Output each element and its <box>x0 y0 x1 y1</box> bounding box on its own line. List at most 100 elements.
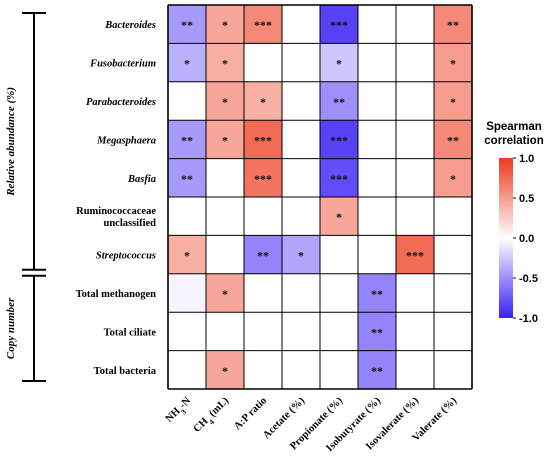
heatmap-cell <box>282 158 320 197</box>
legend-tick-label: -1.0 <box>519 313 538 325</box>
heatmap-cell <box>168 120 206 159</box>
significance-label: *** <box>406 249 424 263</box>
significance-label: *** <box>254 172 272 186</box>
heatmap-cell <box>320 81 358 121</box>
heatmap-cell <box>168 158 206 197</box>
legend-color-bar <box>499 158 513 318</box>
significance-label: ** <box>181 133 193 147</box>
significance-label: * <box>222 364 228 378</box>
significance-label: *** <box>330 172 348 186</box>
heatmap-cell <box>358 350 396 389</box>
legend-tick-label: 0.5 <box>519 193 534 205</box>
significance-label: *** <box>330 133 348 147</box>
heatmap-cell <box>358 235 396 274</box>
heatmap-cell <box>396 197 434 236</box>
heatmap-cell <box>244 81 282 121</box>
heatmap-cell <box>282 43 320 82</box>
significance-label: ** <box>257 249 269 263</box>
row-label: Parabacteroides <box>86 97 156 108</box>
heatmap-cell <box>244 158 282 197</box>
significance-label: * <box>450 172 456 186</box>
heatmap-cell <box>206 81 244 121</box>
heatmap-cell <box>396 81 434 121</box>
heatmap-cell <box>206 120 244 159</box>
heatmap-cell <box>358 273 396 313</box>
significance-label: * <box>184 57 190 71</box>
legend-title: Spearman correlation <box>484 121 543 147</box>
heatmap-cell <box>320 235 358 274</box>
heatmap-cell <box>320 43 358 82</box>
significance-label: *** <box>254 133 272 147</box>
heatmap-cell <box>358 81 396 121</box>
heatmap-cell <box>282 273 320 313</box>
heatmap-cell <box>358 43 396 82</box>
heatmap-cell <box>168 312 206 351</box>
significance-label: * <box>222 57 228 71</box>
significance-label: *** <box>330 18 348 32</box>
significance-label: * <box>336 210 342 224</box>
significance-label: * <box>222 287 228 301</box>
heatmap-cell <box>244 197 282 236</box>
heatmap-cell <box>434 81 472 121</box>
heatmap-cell <box>244 235 282 274</box>
legend-tick-label: 0.0 <box>519 233 534 245</box>
column-label: NH3-N <box>164 395 196 427</box>
heatmap-cell <box>396 43 434 82</box>
heatmap-cell <box>244 312 282 351</box>
heatmap-cell <box>282 235 320 274</box>
heatmap-cell <box>358 197 396 236</box>
row-group-label: Relative abundance (%) <box>5 87 17 197</box>
heatmap-cell <box>282 81 320 121</box>
significance-label: ** <box>371 287 383 301</box>
significance-label: ** <box>447 18 459 32</box>
heatmap-cell <box>282 197 320 236</box>
row-label: Total ciliate <box>104 327 157 338</box>
column-label: A:P ratio <box>232 395 269 432</box>
significance-label: *** <box>254 18 272 32</box>
significance-label: ** <box>333 95 345 109</box>
heatmap-cell <box>282 350 320 389</box>
row-label: Fusobacterium <box>89 59 156 70</box>
heatmap-cell <box>206 158 244 197</box>
heatmap-cell <box>168 273 206 313</box>
significance-label: ** <box>371 325 383 339</box>
significance-label: ** <box>371 364 383 378</box>
heatmap-cell <box>434 43 472 82</box>
row-label: Megasphaera <box>96 135 156 146</box>
heatmap-cell <box>358 5 396 44</box>
column-label: CH4 (mL) <box>192 395 234 437</box>
significance-label: * <box>298 249 304 263</box>
heatmap-cell <box>358 312 396 351</box>
significance-label: * <box>222 18 228 32</box>
heatmap-cell <box>320 120 358 159</box>
heatmap-cell <box>244 120 282 159</box>
heatmap-cell <box>320 312 358 351</box>
significance-label: ** <box>181 18 193 32</box>
row-label: Ruminococcaceae unclassified <box>76 206 156 229</box>
heatmap-cell <box>434 312 472 351</box>
heatmap-cell <box>206 43 244 82</box>
significance-label: * <box>184 249 190 263</box>
heatmap-cell <box>396 158 434 197</box>
heatmap-cell <box>434 120 472 159</box>
heatmap-cell <box>244 5 282 44</box>
heatmap-cell <box>396 235 434 274</box>
heatmap-cell <box>396 350 434 389</box>
heatmap-cell <box>168 350 206 389</box>
row-group-bracket <box>22 274 46 382</box>
row-label: Streptococcus <box>96 251 156 262</box>
heatmap-cell <box>320 273 358 313</box>
row-group-bracket <box>22 12 46 271</box>
heatmap-cell <box>320 197 358 236</box>
row-label: Bacteroides <box>104 20 156 31</box>
legend-tick-label: -0.5 <box>519 273 538 285</box>
heatmap-cell <box>396 120 434 159</box>
heatmap-cell <box>206 5 244 44</box>
row-group-label: Copy number <box>5 297 17 359</box>
heatmap-cell <box>396 273 434 313</box>
significance-label: ** <box>447 133 459 147</box>
significance-label: * <box>336 57 342 71</box>
heatmap-cell <box>434 350 472 389</box>
